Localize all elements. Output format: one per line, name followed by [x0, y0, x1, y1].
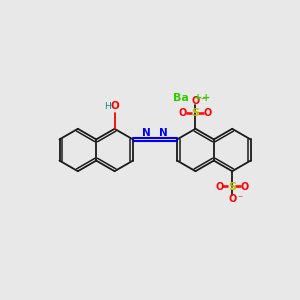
Text: ++: ++ [194, 93, 210, 103]
Text: O: O [228, 194, 236, 204]
Text: N: N [160, 128, 168, 138]
Text: ⁻: ⁻ [237, 194, 242, 204]
Text: O: O [216, 182, 224, 191]
Text: O: O [179, 109, 187, 118]
Text: S: S [191, 109, 200, 118]
Text: O: O [204, 109, 212, 118]
Text: O: O [110, 101, 119, 111]
Text: H: H [104, 102, 111, 111]
Text: O: O [191, 96, 200, 106]
Text: N: N [142, 128, 151, 138]
Text: ⁻: ⁻ [200, 96, 206, 106]
Text: Ba: Ba [173, 93, 189, 103]
Text: S: S [228, 182, 236, 191]
Text: O: O [240, 182, 249, 191]
